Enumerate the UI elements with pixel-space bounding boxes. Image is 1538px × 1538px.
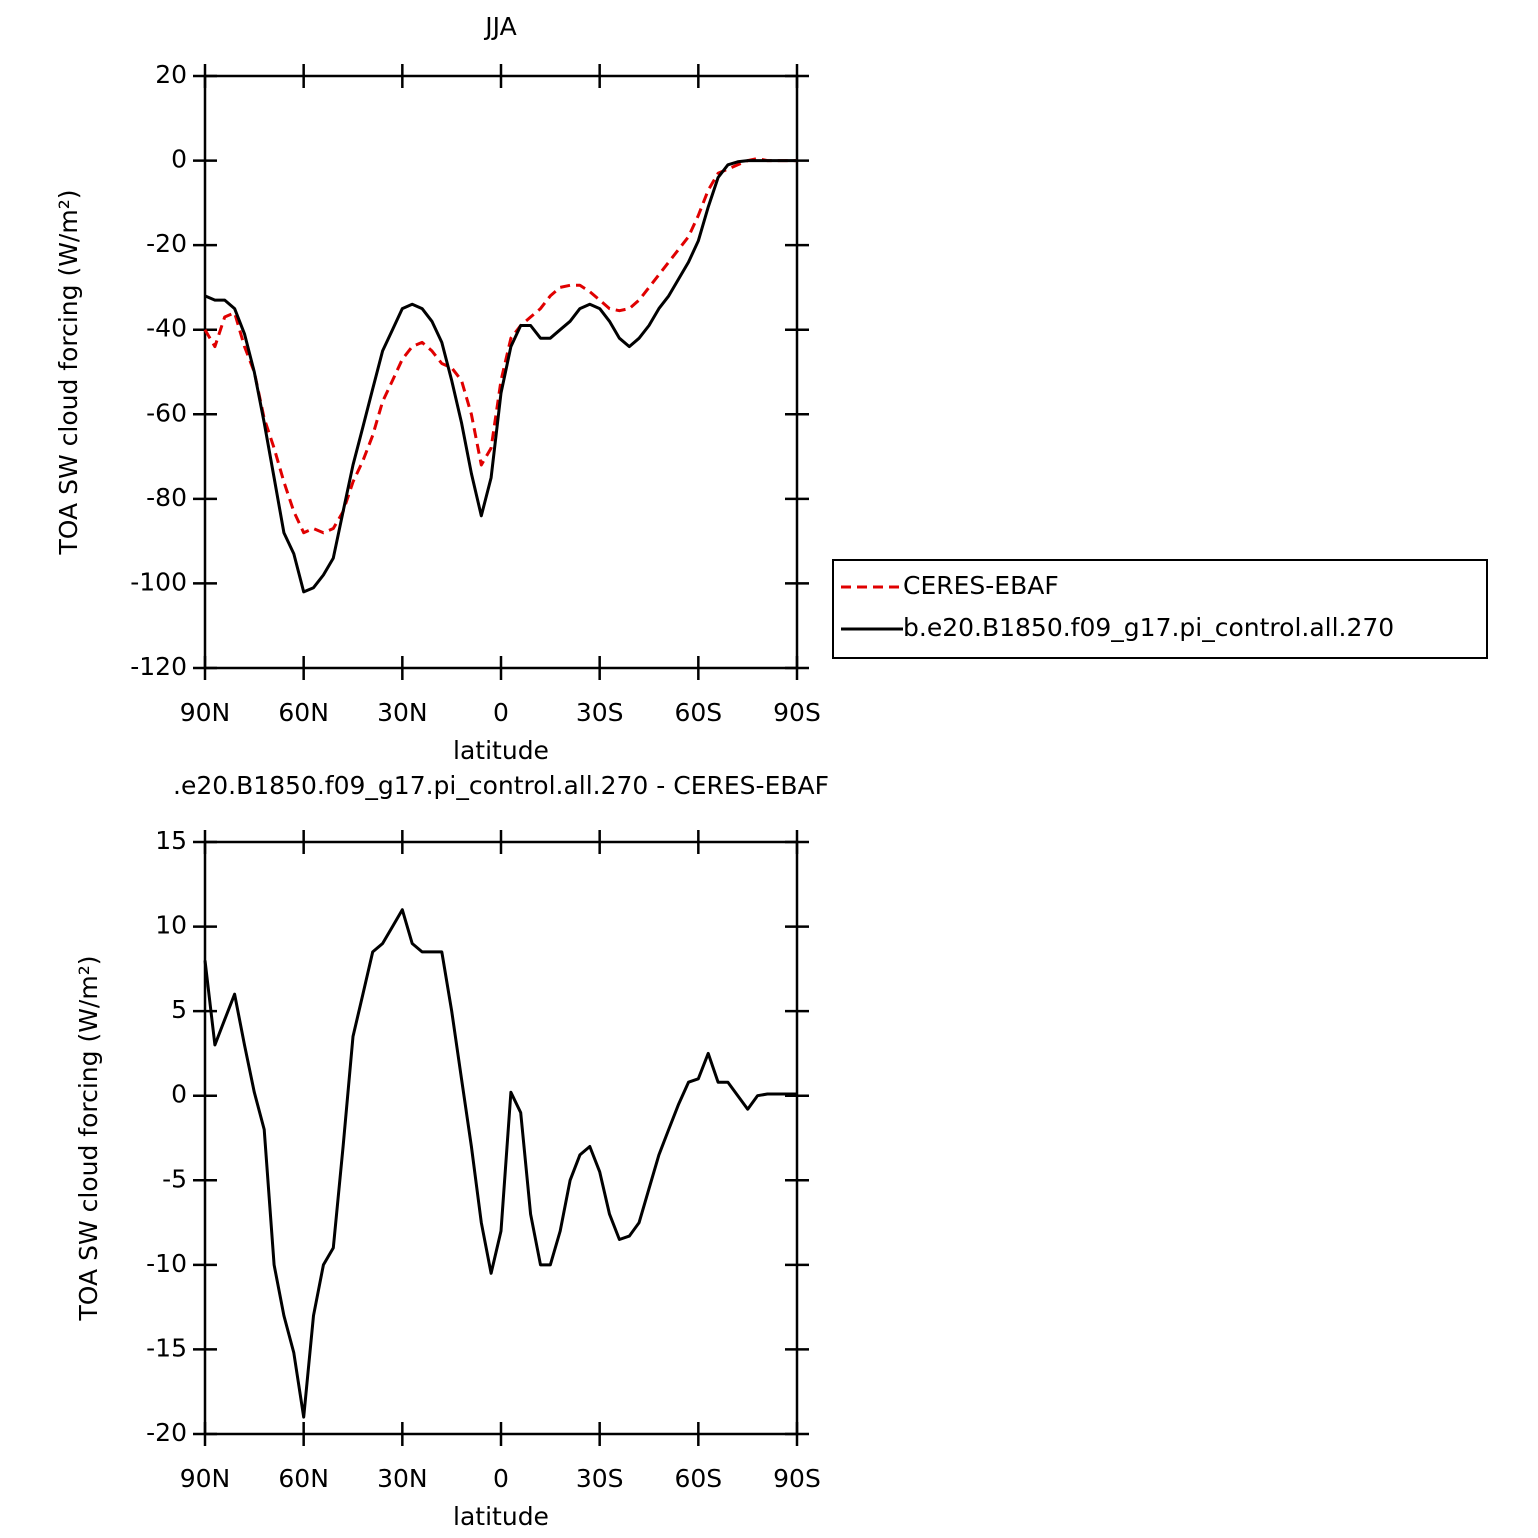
x-tick-label: 60S <box>674 698 722 727</box>
legend-label: CERES-EBAF <box>903 571 1059 600</box>
data-line <box>203 908 797 1419</box>
x-tick-label: 0 <box>493 1464 509 1493</box>
y-tick-label: -80 <box>146 483 187 512</box>
y-tick-label: -20 <box>146 229 187 258</box>
x-axis-label: latitude <box>453 1502 549 1531</box>
y-tick-label: 0 <box>171 1080 187 1109</box>
x-axis-label: latitude <box>453 736 549 765</box>
legend-label: b.e20.B1850.f09_g17.pi_control.all.270 <box>903 613 1394 642</box>
x-tick-label: 60S <box>674 1464 722 1493</box>
y-tick-label: -40 <box>146 314 187 343</box>
plot-frame <box>203 840 799 1436</box>
x-tick-label: 30N <box>377 1464 428 1493</box>
plot-frame <box>203 74 799 670</box>
x-tick-label: 90N <box>180 698 231 727</box>
x-tick-label: 60N <box>278 698 329 727</box>
series-line <box>204 159 797 594</box>
y-tick-label: 5 <box>171 995 187 1024</box>
x-tick-label: 90S <box>773 1464 821 1493</box>
x-tick-label: 30N <box>377 698 428 727</box>
y-tick-label: -10 <box>146 1249 187 1278</box>
y-tick-label: -20 <box>146 1418 187 1447</box>
y-tick-label: -100 <box>130 567 187 596</box>
series-line <box>203 157 797 535</box>
chart-title: JJA <box>483 12 516 41</box>
x-tick-label: 60N <box>278 1464 329 1493</box>
chart-title: .e20.B1850.f09_g17.pi_control.all.270 - … <box>173 771 829 800</box>
x-tick-label: 30S <box>576 1464 624 1493</box>
y-tick-label: 10 <box>155 911 187 940</box>
x-tick-label: 90N <box>180 1464 231 1493</box>
y-tick-label: 15 <box>155 826 187 855</box>
y-axis-label: TOA SW cloud forcing (W/m²) <box>74 956 103 1322</box>
y-tick-label: 0 <box>171 145 187 174</box>
y-tick-label: 20 <box>155 60 187 89</box>
x-tick-label: 30S <box>576 698 624 727</box>
x-tick-label: 90S <box>773 698 821 727</box>
y-tick-label: -15 <box>146 1333 187 1362</box>
y-tick-label: -5 <box>162 1164 187 1193</box>
legend-box <box>832 559 1488 659</box>
x-tick-label: 0 <box>493 698 509 727</box>
y-tick-label: -120 <box>130 652 187 681</box>
y-axis-label: TOA SW cloud forcing (W/m²) <box>54 190 83 556</box>
y-tick-label: -60 <box>146 398 187 427</box>
